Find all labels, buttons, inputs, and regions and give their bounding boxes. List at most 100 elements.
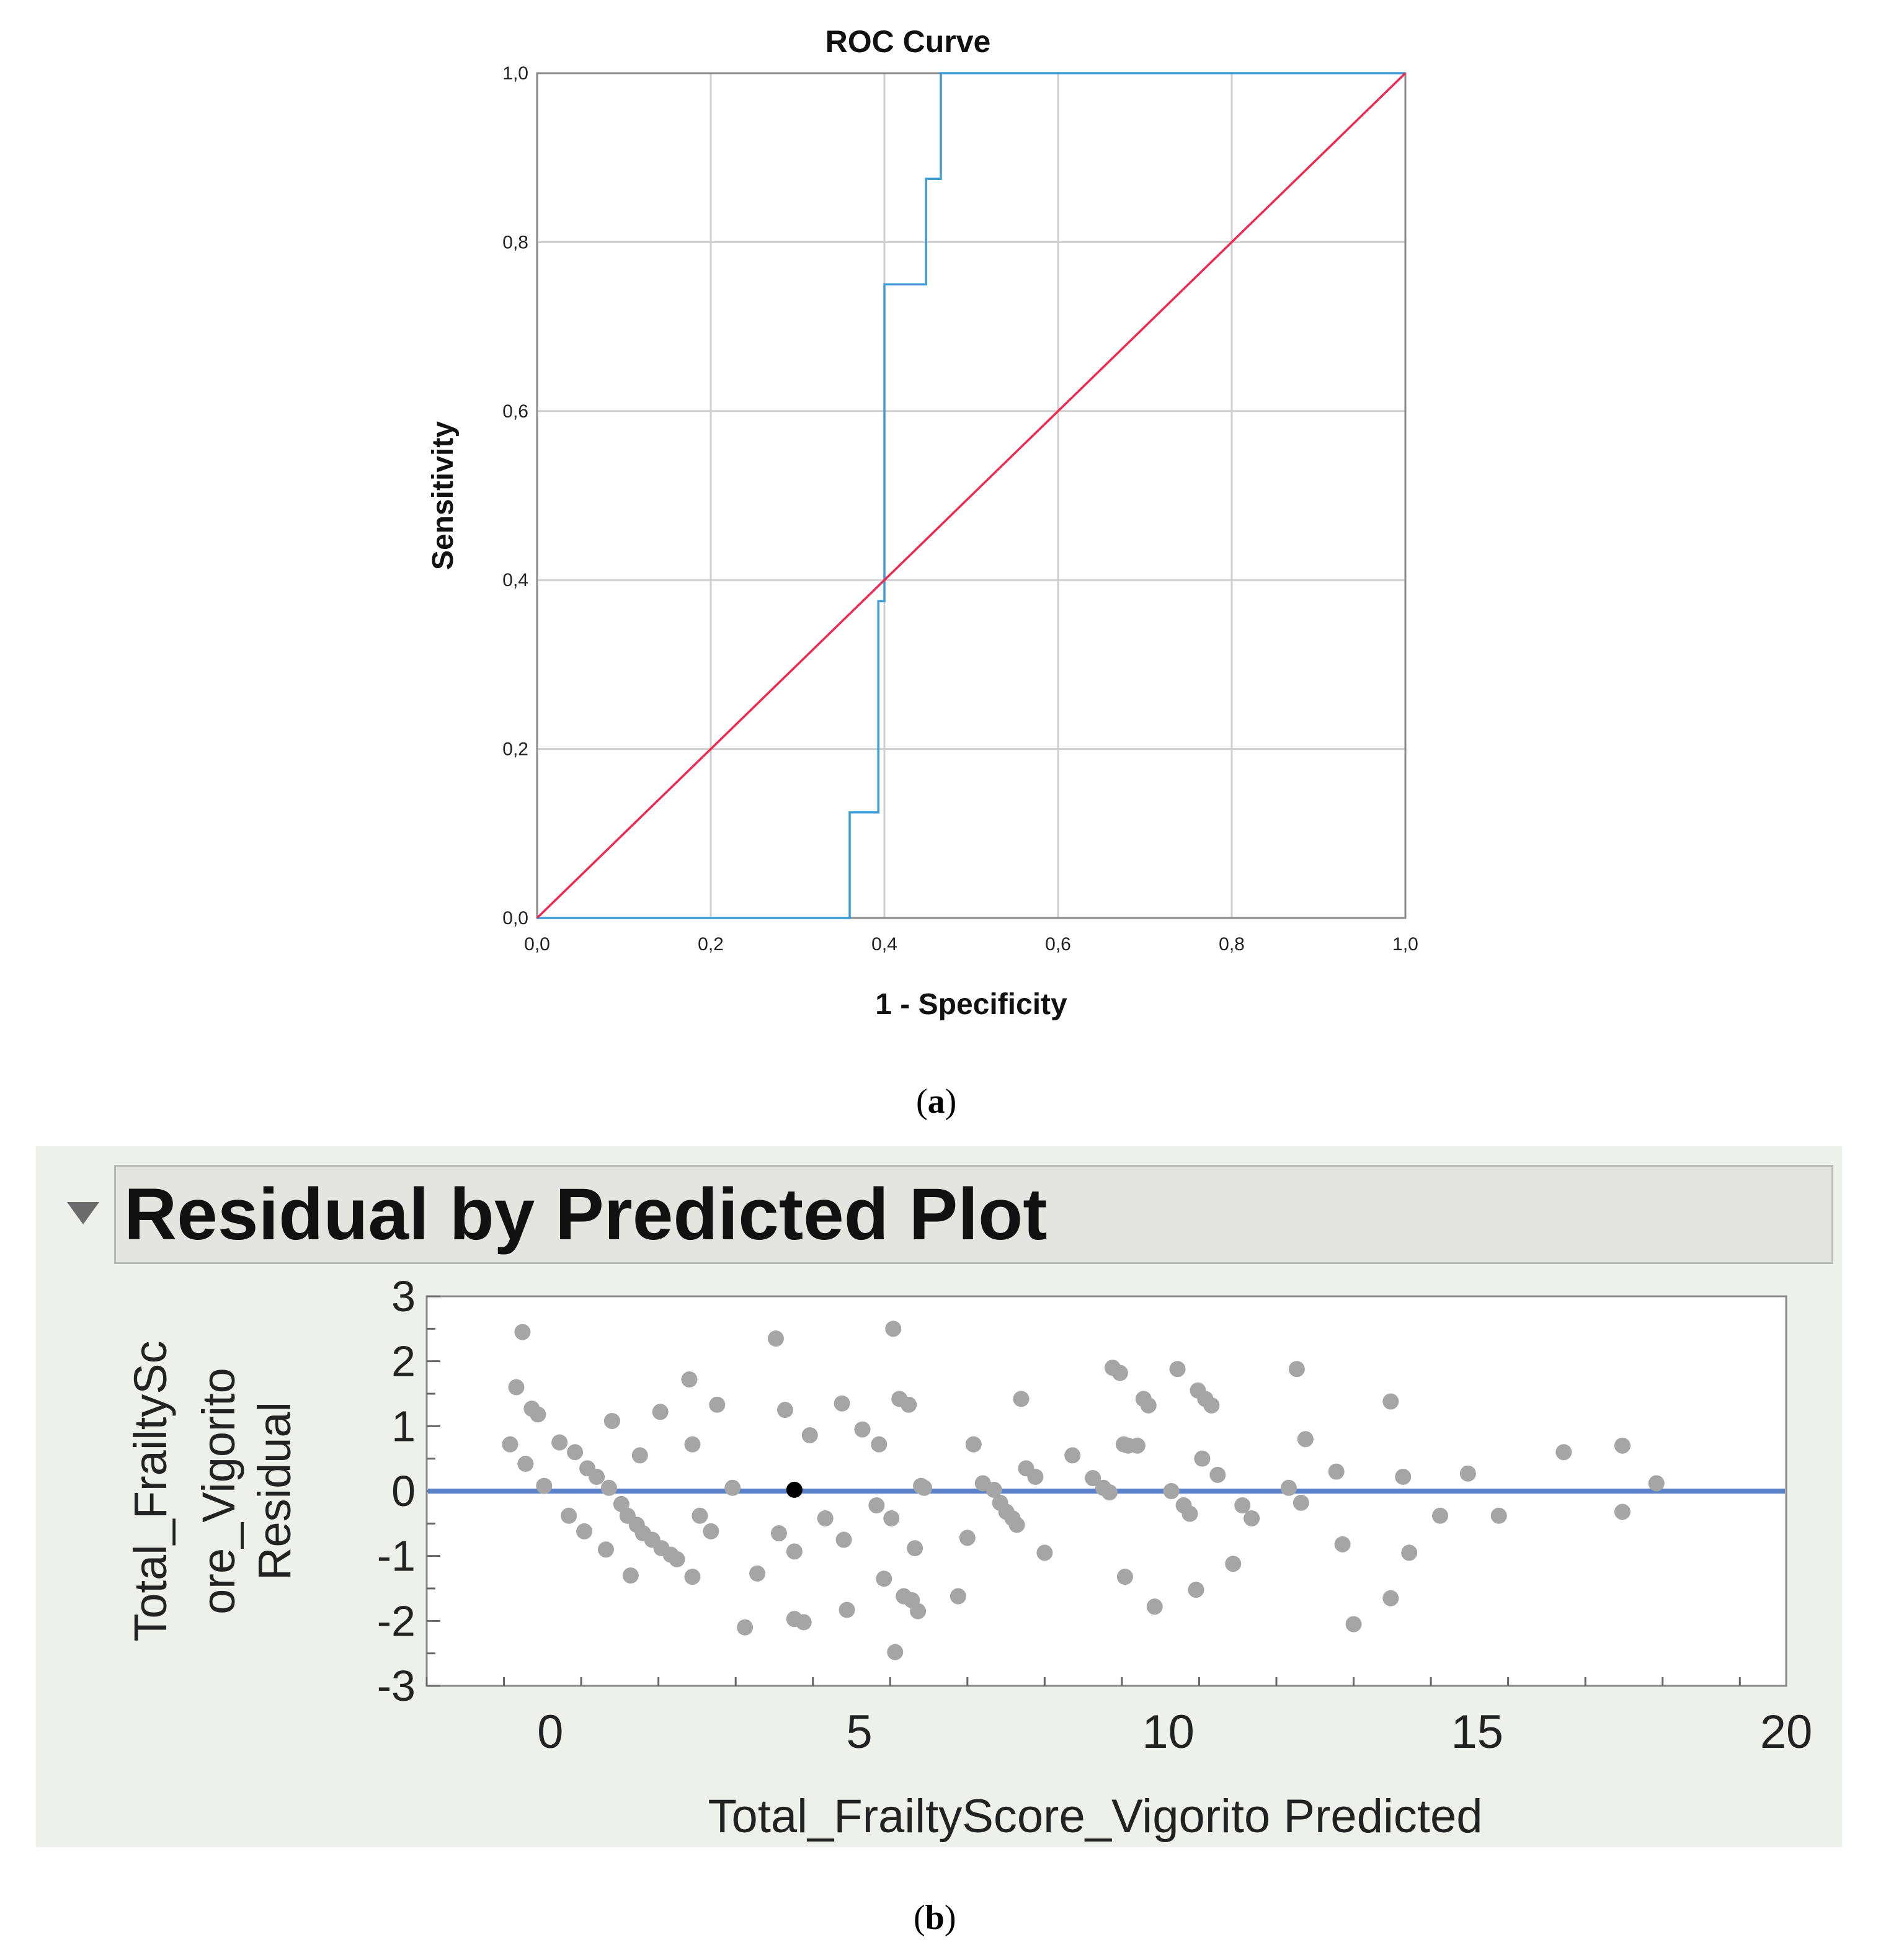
residual-point [834, 1395, 850, 1412]
roc-x-tick-label: 0,2 [698, 934, 724, 955]
residual-point [770, 1525, 787, 1542]
residual-point [871, 1436, 888, 1453]
residual-point [1648, 1475, 1665, 1492]
residual-y-axis-label-line: Residual [249, 1402, 300, 1580]
roc-title: ROC Curve [825, 24, 991, 59]
residual-point [1614, 1437, 1631, 1454]
roc-reference-line [536, 72, 1407, 919]
residual-point [1401, 1544, 1418, 1561]
residual-point [551, 1434, 568, 1451]
caption-a: (a) [916, 1082, 957, 1121]
residual-point [1395, 1468, 1412, 1485]
residual-x-tick-labels: 0 5 10 15 20 [537, 1706, 1812, 1758]
residual-point [1140, 1397, 1157, 1414]
residual-point [910, 1603, 927, 1619]
residual-point [1328, 1463, 1345, 1480]
residual-point [536, 1477, 553, 1494]
residual-point [1459, 1465, 1476, 1482]
roc-y-tick-labels: 0,0 0,2 0,4 0,6 0,8 1,0 [502, 63, 528, 929]
residual-point [907, 1540, 923, 1557]
residual-point [876, 1570, 892, 1587]
residual-point [530, 1406, 546, 1423]
residual-x-tick-label: 0 [537, 1706, 563, 1758]
caption-a-label: a [927, 1082, 945, 1121]
residual-point [1064, 1447, 1081, 1464]
residual-point [1163, 1483, 1180, 1499]
residual-point [1181, 1505, 1198, 1522]
residual-x-tick-label: 5 [846, 1706, 872, 1758]
residual-y-axis-label-line: Total_FrailtySc [125, 1340, 176, 1641]
residual-point [965, 1436, 982, 1453]
residual-point [776, 1402, 793, 1419]
residual-point [1008, 1517, 1025, 1533]
residual-point [1225, 1556, 1242, 1572]
residual-point [1129, 1437, 1146, 1454]
disclosure-triangle-icon[interactable] [67, 1202, 99, 1224]
residual-point [916, 1479, 933, 1496]
residual-point [600, 1479, 617, 1496]
residual-point [1614, 1503, 1631, 1520]
residual-point [603, 1412, 620, 1429]
residual-point [1288, 1361, 1305, 1378]
residual-minor-ticks [425, 1295, 1741, 1687]
residual-point [622, 1567, 639, 1584]
residual-points [502, 1321, 1665, 1660]
residual-point [1334, 1536, 1351, 1552]
roc-y-tick-label: 0,2 [502, 739, 528, 760]
residual-point [652, 1404, 669, 1420]
residual-point [514, 1324, 531, 1340]
residual-y-tick-label: 2 [391, 1337, 416, 1386]
residual-point [1101, 1484, 1118, 1501]
residual-point [767, 1330, 784, 1347]
residual-point [703, 1523, 719, 1539]
residual-point [1146, 1598, 1163, 1615]
residual-y-tick-label: -1 [377, 1532, 416, 1580]
roc-x-tick-labels: 0,0 0,2 0,4 0,6 0,8 1,0 [524, 934, 1418, 955]
residual-point [817, 1510, 834, 1526]
residual-point [576, 1523, 593, 1539]
residual-x-tick-label: 10 [1142, 1706, 1195, 1758]
residual-point [684, 1569, 701, 1585]
residual-x-tick-label: 20 [1760, 1706, 1813, 1758]
roc-x-tick-label: 0,4 [871, 934, 897, 955]
residual-point [1111, 1365, 1128, 1381]
residual-point [1382, 1393, 1399, 1410]
residual-point [1293, 1494, 1309, 1511]
residual-y-tick-label: -3 [377, 1662, 416, 1710]
residual-point [868, 1497, 885, 1514]
residual-point [1209, 1466, 1226, 1483]
roc-x-tick-label: 0,0 [524, 934, 550, 955]
residual-point [1382, 1590, 1399, 1606]
residual-point [631, 1447, 648, 1464]
residual-point [502, 1436, 518, 1453]
residual-point [1280, 1479, 1297, 1496]
residual-point [681, 1371, 698, 1388]
residual-panel-header [114, 1165, 1833, 1264]
residual-point [724, 1479, 741, 1496]
roc-x-axis-label: 1 - Specificity [875, 988, 1067, 1021]
residual-point [801, 1427, 818, 1443]
residual-point [517, 1456, 534, 1472]
residual-point [1013, 1391, 1030, 1407]
residual-point [1244, 1510, 1260, 1526]
residual-point [1345, 1616, 1362, 1633]
roc-y-tick-label: 0,0 [502, 908, 528, 929]
residual-point [1490, 1507, 1507, 1524]
residual-y-tick-label: 0 [391, 1467, 416, 1515]
residual-y-axis-label: Total_FrailtySc ore_Vigorito Residual [125, 1340, 300, 1641]
residual-panel-title: Residual by Predicted Plot [124, 1174, 1048, 1255]
residual-point [709, 1396, 726, 1413]
residual-point [1194, 1450, 1211, 1467]
residual-y-tick-label: 1 [391, 1402, 416, 1450]
roc-y-axis-label: Sensitivity [427, 421, 460, 570]
roc-chart: ROC Curve 0,00,20,40,60,81,0 0,0 0,2 0,4 0,… [427, 24, 1418, 1021]
caption-b-label: b [925, 1899, 945, 1937]
roc-series [536, 72, 1407, 919]
residual-point [1085, 1470, 1101, 1487]
residual-point [1432, 1507, 1449, 1524]
roc-y-tick-label: 0,8 [502, 232, 528, 252]
residual-point [1203, 1397, 1220, 1414]
residual-point [1036, 1544, 1053, 1561]
residual-point [786, 1543, 803, 1560]
